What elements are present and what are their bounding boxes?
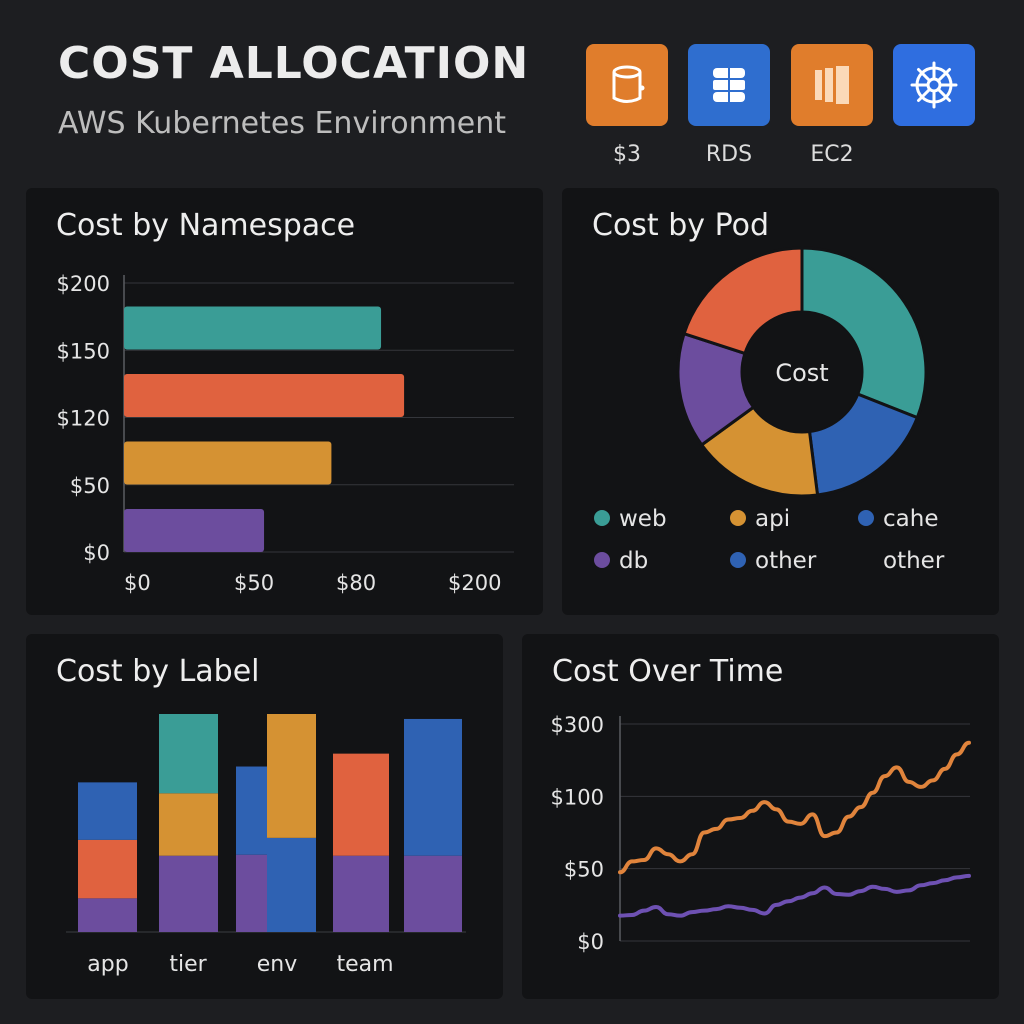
legend-label-api: api: [755, 506, 790, 532]
y-tick-label: $300: [551, 713, 604, 737]
label-chart-title: Cost by Label: [56, 654, 260, 689]
series-line-1: [618, 873, 971, 918]
stack-segment-5-0: [404, 855, 462, 932]
label-chart: app tier env team: [66, 714, 466, 977]
compute-glyph: [815, 66, 849, 104]
label-panel: Cost by Label app tier env team: [26, 634, 503, 999]
legend-label-db: db: [619, 548, 648, 574]
x-tick-label: $80: [336, 571, 376, 595]
ec2-label: EC2: [810, 142, 854, 167]
time-chart: $300 $100 $50 $0: [551, 713, 971, 954]
bar-1: [124, 374, 405, 417]
legend-label-web: web: [619, 506, 667, 532]
y-tick-label: $100: [551, 785, 604, 809]
bucket-glyph: [612, 65, 645, 103]
pod-panel: Cost by Pod Cost web api cahe db other other: [562, 188, 999, 615]
stack-segment-1-0: [159, 855, 218, 932]
donut-center-label: Cost: [775, 359, 828, 387]
stack-segment-0-0: [78, 898, 137, 932]
ec2-icon[interactable]: [791, 44, 873, 126]
pod-chart-title: Cost by Pod: [592, 208, 769, 243]
rds-label: RDS: [705, 142, 753, 167]
time-chart-title: Cost Over Time: [552, 654, 784, 689]
rds-icon[interactable]: [688, 44, 770, 126]
bar-0: [124, 306, 382, 350]
x-category-label: env: [257, 952, 298, 977]
s3-icon[interactable]: [586, 44, 668, 126]
namespace-chart-title: Cost by Namespace: [56, 208, 356, 243]
y-tick-label: $200: [57, 272, 110, 296]
legend-swatch-other: [730, 552, 746, 568]
stack-segment-3-0: [267, 837, 316, 932]
legend-swatch-cahe: [858, 510, 874, 526]
stack-segment-2-1: [236, 766, 267, 855]
donut-hole: [742, 312, 862, 432]
bar-2: [124, 441, 332, 485]
legend-swatch-db: [594, 552, 610, 568]
x-tick-label: $200: [448, 571, 501, 595]
stack-segment-5-1: [404, 718, 462, 856]
legend-label-cahe: cahe: [883, 506, 938, 532]
y-tick-label: $50: [70, 474, 110, 498]
stack-segment-4-0: [333, 855, 389, 932]
y-tick-label: $0: [83, 541, 110, 565]
bar-3: [124, 509, 265, 552]
legend-label-other: other: [883, 548, 945, 574]
stack-segment-1-1: [159, 793, 218, 856]
stack-segment-1-2: [159, 714, 218, 794]
x-category-label: tier: [169, 952, 207, 977]
kubernetes-icon[interactable]: [893, 44, 975, 126]
pod-chart: Cost web api cahe db other other: [594, 246, 945, 574]
stack-segment-0-2: [78, 782, 137, 840]
namespace-chart: $200 $150 $120 $50 $0 $0 $50 $80 $200: [57, 272, 514, 595]
x-category-label: app: [87, 952, 128, 977]
time-panel: Cost Over Time $300 $100 $50 $0: [522, 634, 999, 999]
page-subtitle: AWS Kubernetes Environment: [58, 106, 507, 141]
stack-segment-4-1: [333, 753, 389, 856]
y-tick-label: $150: [57, 339, 110, 363]
page-title: COST ALLOCATION: [58, 38, 530, 89]
helm-glyph: [910, 61, 958, 109]
x-tick-label: $0: [124, 571, 151, 595]
s3-label: $3: [613, 142, 641, 167]
stack-segment-0-1: [78, 839, 137, 899]
legend-swatch-api: [730, 510, 746, 526]
x-tick-label: $50: [234, 571, 274, 595]
stack-segment-2-0: [236, 854, 267, 932]
stack-segment-3-1: [267, 714, 316, 838]
database-glyph: [713, 68, 745, 102]
y-tick-label: $120: [57, 407, 110, 431]
legend-label-other: other: [755, 548, 817, 574]
x-category-label: team: [336, 952, 393, 977]
y-tick-label: $50: [564, 858, 604, 882]
namespace-panel: Cost by Namespace $200 $150 $120 $50 $0 $0 $50…: [26, 188, 543, 615]
legend-swatch-web: [594, 510, 610, 526]
y-tick-label: $0: [577, 930, 604, 954]
series-line-0: [618, 740, 971, 875]
